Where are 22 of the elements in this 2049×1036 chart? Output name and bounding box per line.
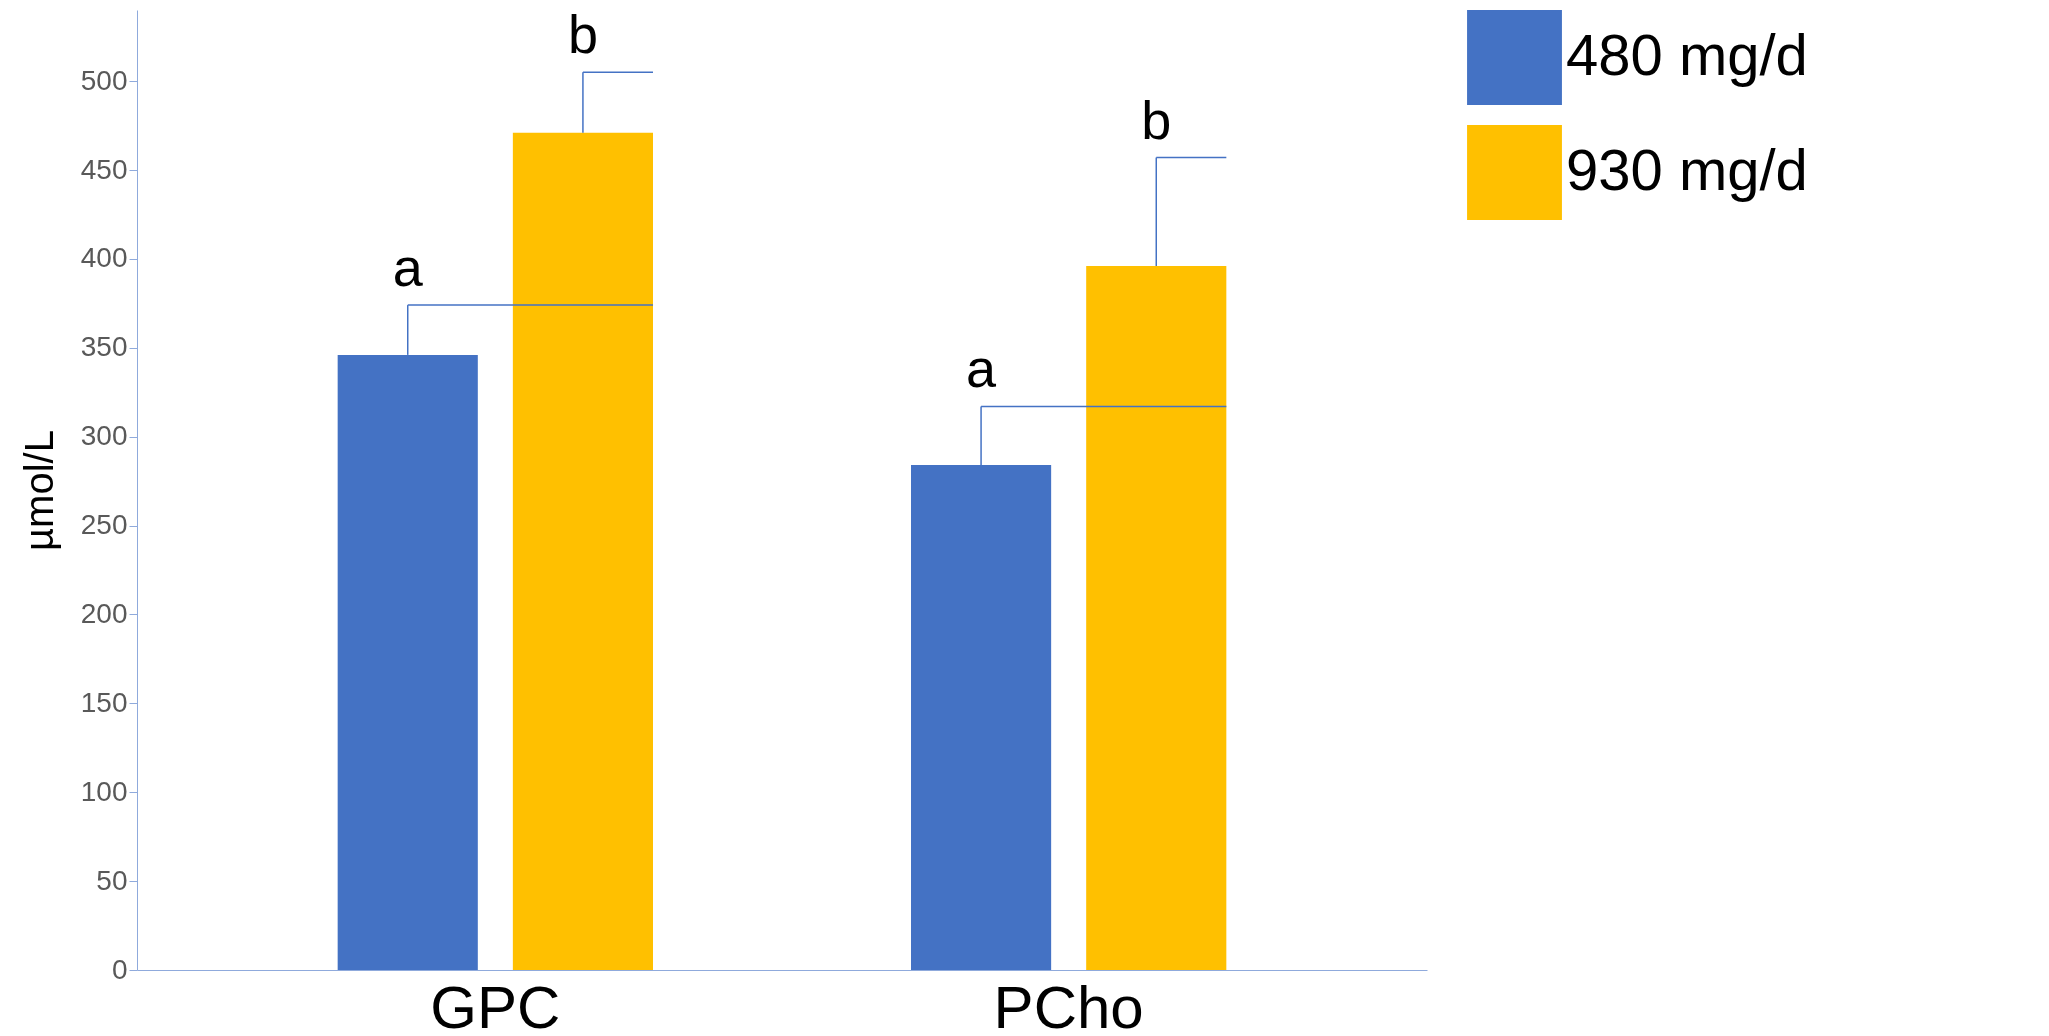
y-tick-label: 0 [111,953,128,985]
legend-label: 930 mg/d [1566,136,1808,202]
y-axis-title: µmol/L [16,430,61,551]
y-tick-label: 150 [80,686,128,718]
y-tick-label: 450 [80,153,128,185]
y-tick-label: 350 [80,331,128,363]
x-tick-label: GPC [430,973,561,1036]
y-tick-label: 500 [80,64,128,96]
y-tick-label: 300 [80,420,128,452]
y-tick-label: 100 [80,775,128,807]
data-label: b [1141,89,1172,150]
y-tick-label: 200 [80,597,128,629]
y-tick-label: 50 [96,864,128,896]
data-label: a [966,338,998,399]
legend-label: 480 mg/d [1566,21,1808,87]
y-tick-label: 400 [80,242,128,274]
x-tick-label: PCho [993,973,1144,1036]
bar [512,132,653,970]
data-label: a [392,237,424,298]
data-label: b [567,4,598,65]
y-tick-label: 250 [80,509,128,541]
bar [1086,266,1227,970]
